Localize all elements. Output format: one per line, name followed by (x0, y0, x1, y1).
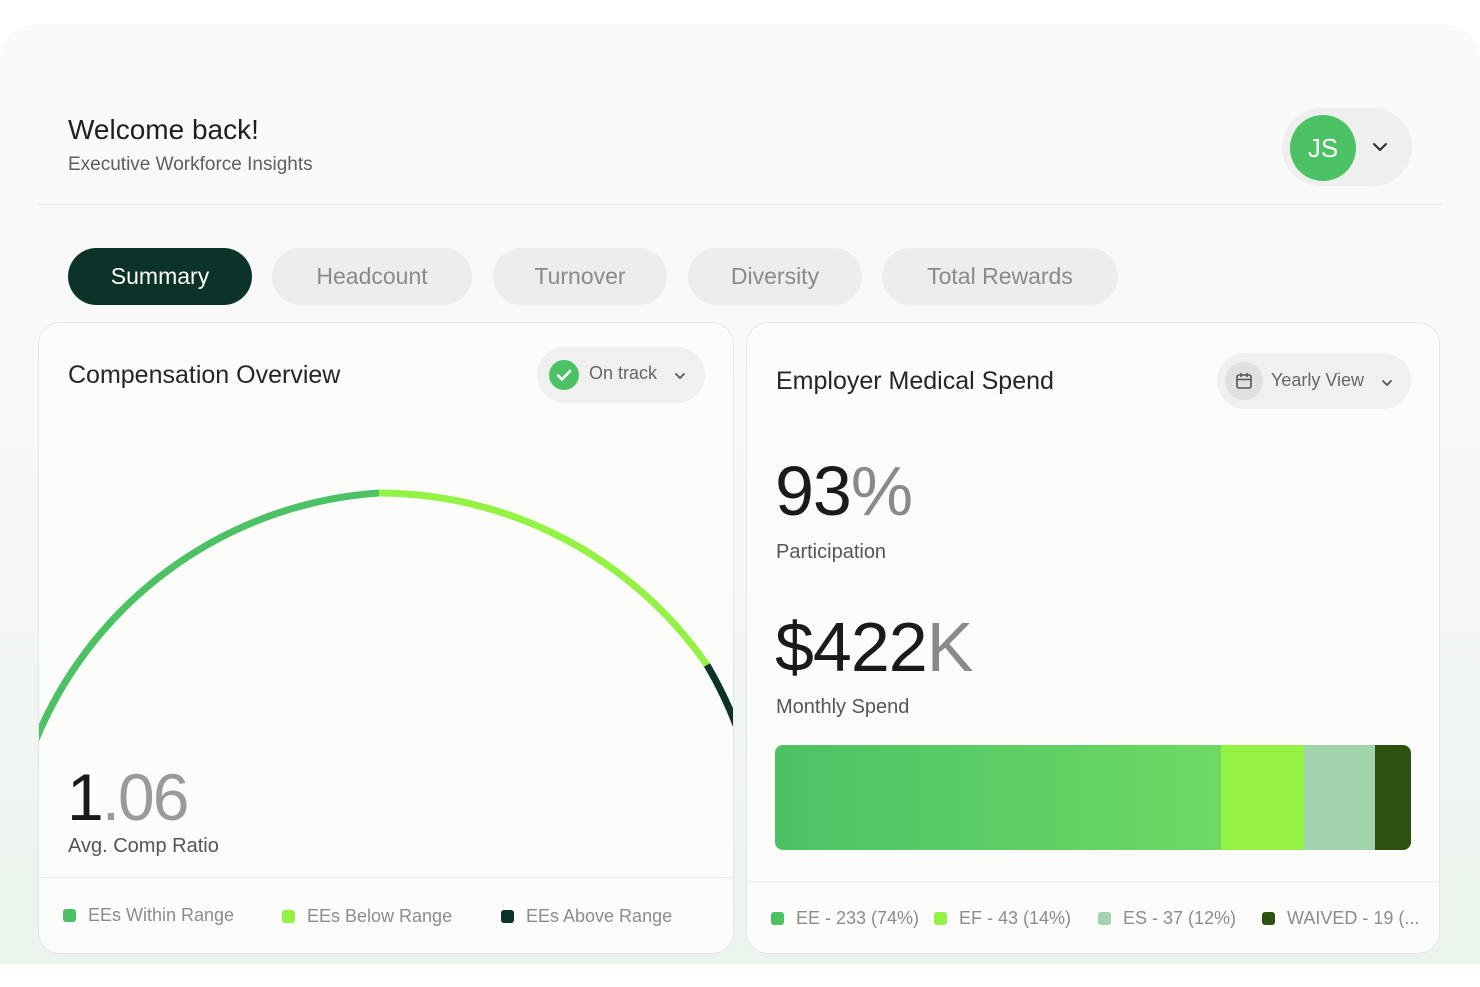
legend-item-below-range: EEs Below Range (282, 906, 452, 927)
card-footer-divider (747, 881, 1439, 882)
comp-ratio-value: 1.06 (67, 759, 190, 835)
legend-swatch (63, 909, 76, 922)
chevron-down-icon (675, 373, 685, 379)
legend-label: EF - 43 (14%) (959, 908, 1072, 928)
user-menu-button[interactable]: JS (1282, 108, 1412, 186)
legend-swatch (282, 910, 295, 923)
card-title: Employer Medical Spend (776, 367, 1054, 395)
tab-diversity[interactable]: Diversity (688, 248, 862, 305)
header-divider (38, 204, 1442, 205)
enrollment-stacked-bar (775, 745, 1411, 850)
legend-label: EEs Below Range (307, 906, 453, 926)
segment-ef (1221, 745, 1304, 850)
tab-turnover[interactable]: Turnover (493, 248, 667, 305)
gauge-above-range-arc (703, 663, 733, 728)
legend-swatch (771, 912, 784, 925)
comp-ratio-gauge (39, 489, 733, 742)
gauge-below-range-arc (378, 489, 710, 667)
view-period-dropdown[interactable]: Yearly View (1217, 353, 1411, 409)
legend-item-ee: EE - 233 (74%) (771, 908, 919, 929)
calendar-icon-wrap (1225, 362, 1263, 400)
legend-label: EEs Above Range (526, 906, 673, 926)
spend-number: $422 (775, 608, 928, 686)
check-icon (549, 360, 579, 390)
chevron-down-icon (1382, 380, 1392, 386)
legend-item-within-range: EEs Within Range (63, 905, 234, 926)
legend-swatch (1262, 912, 1275, 925)
spend-suffix: K (926, 608, 974, 686)
calendar-icon (1236, 372, 1252, 389)
legend-item-waived: WAIVED - 19 (... (1262, 908, 1419, 929)
tab-headcount[interactable]: Headcount (272, 248, 472, 305)
legend-label: EE - 233 (74%) (796, 908, 920, 928)
legend-label: WAIVED - 19 (... (1287, 908, 1420, 928)
legend-label: EEs Within Range (88, 905, 235, 925)
view-period-label: Yearly View (1271, 370, 1365, 390)
participation-value: 93% (775, 451, 913, 531)
compensation-overview-card: Compensation Overview On track 1.06 Avg.… (38, 322, 734, 954)
monthly-spend-label: Monthly Spend (776, 696, 910, 718)
tab-total-rewards[interactable]: Total Rewards (882, 248, 1118, 305)
segment-ee (775, 745, 1222, 850)
chevron-down-icon (1372, 142, 1388, 152)
dashboard-frame: Welcome back! Executive Workforce Insigh… (0, 24, 1480, 964)
status-dropdown[interactable]: On track (537, 347, 705, 403)
avatar: JS (1290, 115, 1356, 181)
comp-ratio-decimal: .06 (101, 760, 190, 834)
legend-item-ef: EF - 43 (14%) (934, 908, 1071, 929)
monthly-spend-value: $422K (775, 607, 974, 687)
legend-label: ES - 37 (12%) (1123, 908, 1237, 928)
participation-label: Participation (776, 541, 887, 563)
segment-waived (1374, 745, 1411, 850)
legend-swatch (934, 912, 947, 925)
legend-swatch (1098, 912, 1111, 925)
dashboard-subtitle: Executive Workforce Insights (68, 154, 313, 175)
status-label: On track (589, 363, 658, 383)
comp-ratio-integer: 1 (67, 760, 104, 834)
card-footer-divider (39, 877, 733, 878)
tab-summary[interactable]: Summary (68, 248, 252, 305)
legend-swatch (501, 910, 514, 923)
legend-item-above-range: EEs Above Range (501, 906, 672, 927)
gauge-within-range-arc (39, 489, 380, 742)
card-title: Compensation Overview (68, 361, 341, 389)
segment-es (1303, 745, 1375, 850)
participation-suffix: % (850, 452, 913, 530)
participation-number: 93 (775, 452, 852, 530)
employer-medical-spend-card: Employer Medical Spend Yearly View 93% P… (746, 322, 1440, 954)
comp-ratio-label: Avg. Comp Ratio (68, 835, 219, 857)
legend-item-es: ES - 37 (12%) (1098, 908, 1236, 929)
welcome-heading: Welcome back! (68, 114, 259, 145)
